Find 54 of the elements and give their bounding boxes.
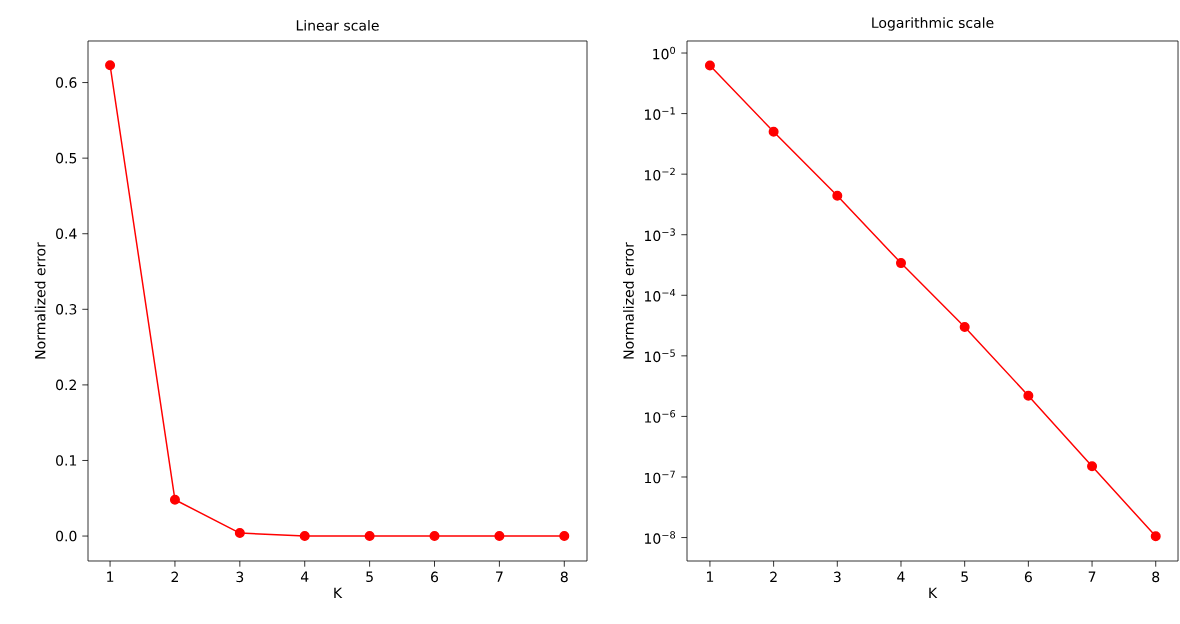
x-tick-label: 2 <box>171 571 179 583</box>
x-tick-label: 8 <box>560 571 568 583</box>
x-tick-label: 7 <box>496 571 503 582</box>
x-tick-label: 6 <box>1024 571 1032 583</box>
point <box>105 60 116 71</box>
y-tick-label: 10$^{−5}$ <box>644 349 675 363</box>
x-tick-label: 4 <box>897 571 905 582</box>
y-tick-label: 10$^{−4}$ <box>644 288 676 302</box>
chart-title: Logarithmic scale <box>872 17 994 31</box>
y-tick-label: 10$^{−6}$ <box>644 410 676 423</box>
point <box>494 531 505 542</box>
point <box>1087 461 1098 472</box>
x-tick-label: 6 <box>431 571 439 583</box>
y-axis-title: Normalized error <box>623 242 634 359</box>
x-tick-label: 8 <box>1152 571 1160 583</box>
point <box>234 528 245 539</box>
y-tick-label: 10$^{−7}$ <box>644 470 675 484</box>
y-axis-title: Normalized error <box>34 242 46 359</box>
x-tick-label: 1 <box>107 571 114 582</box>
x-tick-label: 2 <box>770 571 777 583</box>
point <box>832 190 843 201</box>
point <box>959 321 970 332</box>
point <box>429 531 440 542</box>
y-tick-label: 0.6 <box>56 77 77 88</box>
x-axis-title: K <box>929 587 938 599</box>
point <box>364 531 375 542</box>
y-tick-label: 0.0 <box>56 530 77 542</box>
x-tick-label: 7 <box>1088 571 1096 582</box>
y-tick-label: 10$^{−1}$ <box>644 107 675 120</box>
x-tick-label: 3 <box>236 571 244 583</box>
chart-title: Linear scale <box>296 19 379 31</box>
point <box>169 494 180 505</box>
y-tick-label: 10$^{−8}$ <box>644 531 676 544</box>
x-axis-title: K <box>334 587 343 599</box>
x-tick-label: 1 <box>707 571 714 582</box>
y-tick-label: 10$^{0}$ <box>653 46 676 60</box>
x-tick-label: 5 <box>961 571 968 583</box>
point <box>895 258 906 269</box>
y-tick-label: 10$^{−2}$ <box>644 167 675 181</box>
point <box>299 531 310 542</box>
point <box>704 60 715 71</box>
point <box>1150 531 1161 542</box>
y-tick-label: 0.1 <box>56 455 77 466</box>
y-tick-label: 0.4 <box>56 228 77 240</box>
point <box>559 531 570 542</box>
point <box>1023 390 1034 401</box>
y-tick-label: 0.2 <box>56 379 76 391</box>
x-tick-label: 4 <box>300 571 309 582</box>
y-tick-label: 0.5 <box>56 152 77 164</box>
point <box>768 126 779 137</box>
y-tick-label: 10$^{−3}$ <box>644 228 675 242</box>
y-tick-label: 0.3 <box>56 304 77 315</box>
x-tick-label: 3 <box>833 571 841 583</box>
x-tick-label: 5 <box>366 571 373 583</box>
